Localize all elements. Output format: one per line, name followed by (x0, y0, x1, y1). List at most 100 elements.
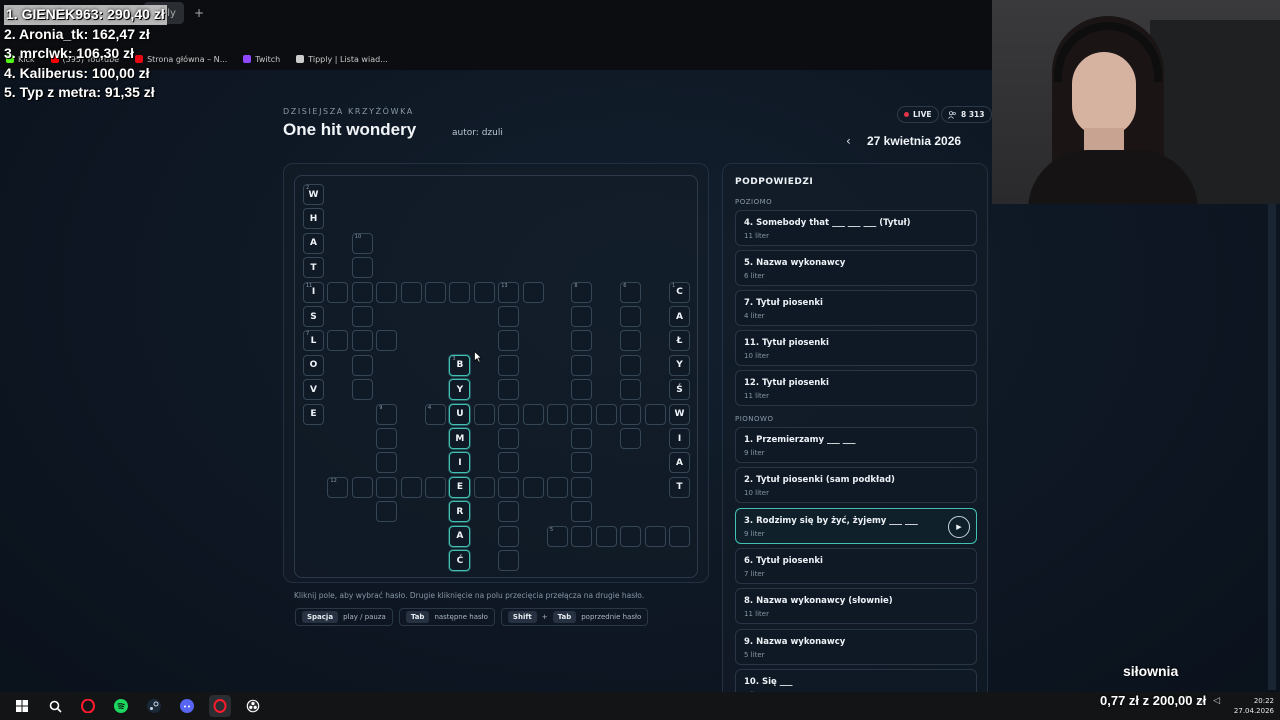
bookmark-item[interactable]: (395) YouTube (50, 55, 119, 64)
clue-item[interactable]: 4. Somebody that ___ ___ ___ (Tytuł) 11 l… (735, 210, 977, 246)
crossword-cell[interactable]: 12 (327, 476, 349, 498)
crossword-cell[interactable]: I (449, 452, 471, 474)
crossword-cell[interactable] (571, 452, 593, 474)
crossword-cell[interactable] (376, 501, 398, 523)
crossword-cell[interactable]: 13 (498, 281, 520, 303)
opera-gx-icon[interactable] (209, 695, 231, 717)
crossword-cell[interactable] (595, 403, 617, 425)
crossword-cell[interactable] (473, 281, 495, 303)
clue-item[interactable]: 6. Tytuł piosenki 7 liter (735, 547, 977, 584)
clue-item[interactable]: 12. Tytuł piosenki 11 liter (735, 370, 977, 406)
tray-chevron-icon[interactable]: ˄ (1184, 696, 1189, 706)
crossword-cell[interactable] (571, 403, 593, 425)
crossword-cell[interactable]: T (669, 476, 690, 498)
opera-icon[interactable] (77, 695, 99, 717)
crossword-cell[interactable] (498, 476, 520, 498)
clue-item[interactable]: 9. Nazwa wykonawcy 5 liter (735, 628, 977, 665)
network-icon[interactable]: ▭ (1196, 696, 1206, 706)
obs-icon[interactable] (242, 695, 264, 717)
crossword-cell[interactable] (351, 281, 373, 303)
taskbar-clock[interactable]: 20:22 27.04.2026 (1234, 696, 1274, 716)
crossword-cell[interactable]: 11 I (303, 281, 324, 303)
crossword-cell[interactable] (595, 525, 617, 547)
volume-icon[interactable]: ◁ (1213, 696, 1220, 706)
crossword-cell[interactable] (498, 525, 520, 547)
crossword-cell[interactable]: I (669, 428, 690, 449)
crossword-cell[interactable]: H (303, 208, 324, 230)
crossword-cell[interactable] (498, 403, 520, 425)
crossword-cell[interactable] (400, 476, 422, 498)
crossword-cell[interactable]: U (449, 403, 471, 425)
crossword-cell[interactable]: A (669, 306, 690, 327)
crossword-cell[interactable] (498, 330, 520, 352)
crossword-cell[interactable] (351, 306, 373, 327)
crossword-cell[interactable]: E (303, 403, 324, 425)
crossword-cell[interactable]: 8 (571, 281, 593, 303)
crossword-cell[interactable] (522, 476, 544, 498)
crossword-cell[interactable]: Y (449, 379, 471, 401)
crossword-cell[interactable] (327, 330, 349, 352)
crossword-cell[interactable]: M (449, 428, 471, 449)
crossword-cell[interactable] (376, 452, 398, 474)
crossword-cell[interactable] (351, 330, 373, 352)
clue-item[interactable]: 11. Tytuł piosenki 10 liter (735, 330, 977, 366)
crossword-cell[interactable]: A (449, 525, 471, 547)
crossword-cell[interactable] (498, 354, 520, 376)
crossword-cell[interactable] (547, 403, 568, 425)
crossword-cell[interactable] (351, 354, 373, 376)
crossword-cell[interactable] (351, 379, 373, 401)
crossword-cell[interactable] (498, 452, 520, 474)
bookmark-item[interactable]: Twitch (243, 55, 280, 64)
crossword-cell[interactable] (644, 403, 666, 425)
search-icon[interactable] (44, 695, 66, 717)
crossword-cell[interactable]: V (303, 379, 324, 401)
crossword-cell[interactable] (522, 403, 544, 425)
crossword-cell[interactable]: O (303, 354, 324, 376)
crossword-cell[interactable] (571, 330, 593, 352)
crossword-cell[interactable] (498, 379, 520, 401)
crossword-cell[interactable] (547, 476, 568, 498)
crossword-cell[interactable] (498, 428, 520, 449)
crossword-cell[interactable]: A (669, 452, 690, 474)
play-icon[interactable]: ▶ (948, 515, 970, 538)
crossword-cell[interactable] (571, 428, 593, 449)
crossword-cell[interactable]: Ć (449, 550, 471, 571)
crossword-cell[interactable] (620, 306, 642, 327)
crossword-cell[interactable]: T (303, 257, 324, 279)
clue-item[interactable]: 7. Tytuł piosenki 4 liter (735, 290, 977, 326)
crossword-cell[interactable] (351, 257, 373, 279)
crossword-cell[interactable] (620, 379, 642, 401)
crossword-cell[interactable] (571, 525, 593, 547)
crossword-cell[interactable] (449, 281, 471, 303)
crossword-cell[interactable] (620, 330, 642, 352)
crossword-cell[interactable] (473, 476, 495, 498)
crossword-cell[interactable] (522, 281, 544, 303)
bookmark-item[interactable]: Tipply | Lista wiad... (296, 55, 388, 64)
crossword-cell[interactable] (620, 403, 642, 425)
crossword-cell[interactable]: S (303, 306, 324, 327)
new-tab-button[interactable]: + (193, 6, 205, 20)
crossword-cell[interactable] (571, 501, 593, 523)
clue-item[interactable]: 5. Nazwa wykonawcy 6 liter (735, 250, 977, 286)
crossword-cell[interactable] (498, 306, 520, 327)
crossword-cell[interactable]: 5 (547, 525, 568, 547)
crossword-cell[interactable]: A (303, 232, 324, 254)
crossword-cell[interactable] (327, 281, 349, 303)
crossword-cell[interactable]: 6 (620, 281, 642, 303)
crossword-cell[interactable]: Ś (669, 379, 690, 401)
crossword-cell[interactable] (376, 330, 398, 352)
crossword-cell[interactable] (571, 379, 593, 401)
crossword-cell[interactable] (425, 476, 446, 498)
crossword-cell[interactable] (400, 281, 422, 303)
crossword-cell[interactable]: 10 (351, 232, 373, 254)
crossword-cell[interactable] (498, 550, 520, 571)
crossword-cell[interactable] (425, 281, 446, 303)
crossword-cell[interactable]: E (449, 476, 471, 498)
crossword-cell[interactable]: Y (669, 354, 690, 376)
page-scrollbar[interactable] (1268, 204, 1276, 690)
clue-item[interactable]: 3. Rodzimy się by żyć, żyjemy ___ ___ 9 l… (735, 507, 977, 544)
crossword-cell[interactable] (498, 501, 520, 523)
crossword-cell[interactable]: W (669, 403, 690, 425)
crossword-cell[interactable] (669, 525, 690, 547)
